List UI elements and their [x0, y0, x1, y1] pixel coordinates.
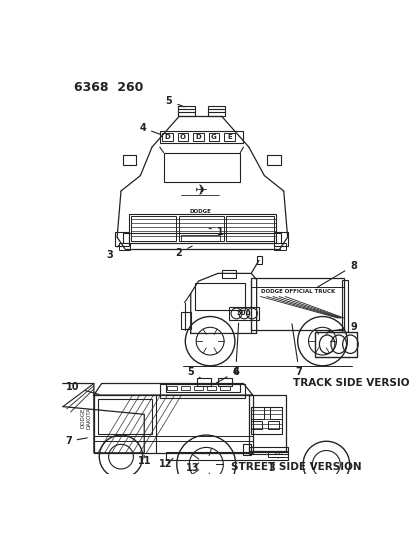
Text: 2: 2: [175, 246, 192, 257]
Text: 7: 7: [291, 324, 302, 377]
Bar: [193, 133, 203, 141]
Text: 1: 1: [208, 227, 223, 237]
Text: O: O: [180, 134, 186, 140]
Text: TRACK SIDE VERSION: TRACK SIDE VERSION: [292, 378, 409, 388]
Bar: [274, 243, 285, 251]
Bar: [122, 155, 136, 165]
Text: 5: 5: [187, 367, 200, 378]
Bar: [207, 386, 216, 391]
Bar: [162, 133, 173, 141]
Bar: [224, 133, 234, 141]
Bar: [267, 450, 287, 457]
Text: 12: 12: [159, 458, 173, 470]
Bar: [177, 133, 188, 141]
Bar: [160, 384, 245, 398]
Text: E: E: [227, 134, 231, 140]
Text: 9: 9: [328, 322, 356, 332]
Text: 5: 5: [165, 96, 184, 107]
Text: D: D: [195, 134, 201, 140]
Text: 4: 4: [139, 123, 161, 135]
Bar: [160, 131, 243, 143]
Bar: [208, 133, 219, 141]
Text: 11: 11: [137, 456, 151, 465]
Text: 10: 10: [66, 382, 99, 394]
Text: 500: 500: [272, 451, 282, 456]
Text: DODGE OFFICIAL TRUCK: DODGE OFFICIAL TRUCK: [260, 289, 334, 294]
Text: 4: 4: [216, 367, 238, 383]
Text: 6368  260: 6368 260: [74, 81, 144, 94]
Text: 3: 3: [106, 245, 119, 260]
Text: D: D: [164, 134, 170, 140]
Bar: [179, 216, 224, 241]
Bar: [167, 386, 176, 391]
Bar: [251, 278, 344, 330]
Bar: [225, 216, 273, 241]
Bar: [97, 399, 152, 433]
Bar: [94, 395, 252, 453]
Text: G: G: [211, 134, 216, 140]
Text: 3: 3: [268, 457, 278, 473]
Bar: [220, 386, 229, 391]
Bar: [194, 284, 245, 310]
Bar: [166, 452, 288, 460]
Bar: [193, 386, 202, 391]
Bar: [131, 216, 175, 241]
Bar: [115, 232, 128, 246]
Bar: [163, 152, 240, 182]
Text: DODGE
DAKOTA: DODGE DAKOTA: [81, 407, 91, 429]
Bar: [122, 233, 281, 243]
Bar: [267, 421, 279, 429]
Bar: [266, 155, 280, 165]
Bar: [181, 235, 220, 241]
Text: DODGE: DODGE: [189, 209, 211, 214]
Bar: [177, 106, 194, 116]
Bar: [274, 232, 288, 246]
Bar: [257, 256, 261, 264]
Text: STREET SIDE VERSION: STREET SIDE VERSION: [231, 462, 361, 472]
Text: 6: 6: [232, 323, 238, 377]
Bar: [180, 386, 189, 391]
Text: 7: 7: [65, 436, 87, 446]
Bar: [207, 106, 224, 116]
Bar: [248, 395, 285, 450]
Text: 500: 500: [236, 310, 251, 317]
Bar: [251, 407, 281, 433]
Bar: [196, 378, 210, 386]
Text: ✈: ✈: [193, 183, 206, 198]
Bar: [341, 280, 347, 332]
Text: 13: 13: [185, 463, 198, 473]
Bar: [251, 421, 261, 429]
Bar: [269, 407, 281, 419]
Bar: [221, 270, 235, 278]
Bar: [243, 445, 251, 455]
Bar: [181, 312, 190, 329]
Bar: [118, 243, 130, 251]
Bar: [128, 214, 275, 244]
Bar: [229, 306, 258, 320]
Bar: [248, 447, 287, 454]
Bar: [217, 378, 231, 386]
Text: 8: 8: [317, 261, 356, 287]
Bar: [166, 384, 239, 392]
Bar: [251, 407, 263, 419]
Bar: [314, 332, 357, 357]
